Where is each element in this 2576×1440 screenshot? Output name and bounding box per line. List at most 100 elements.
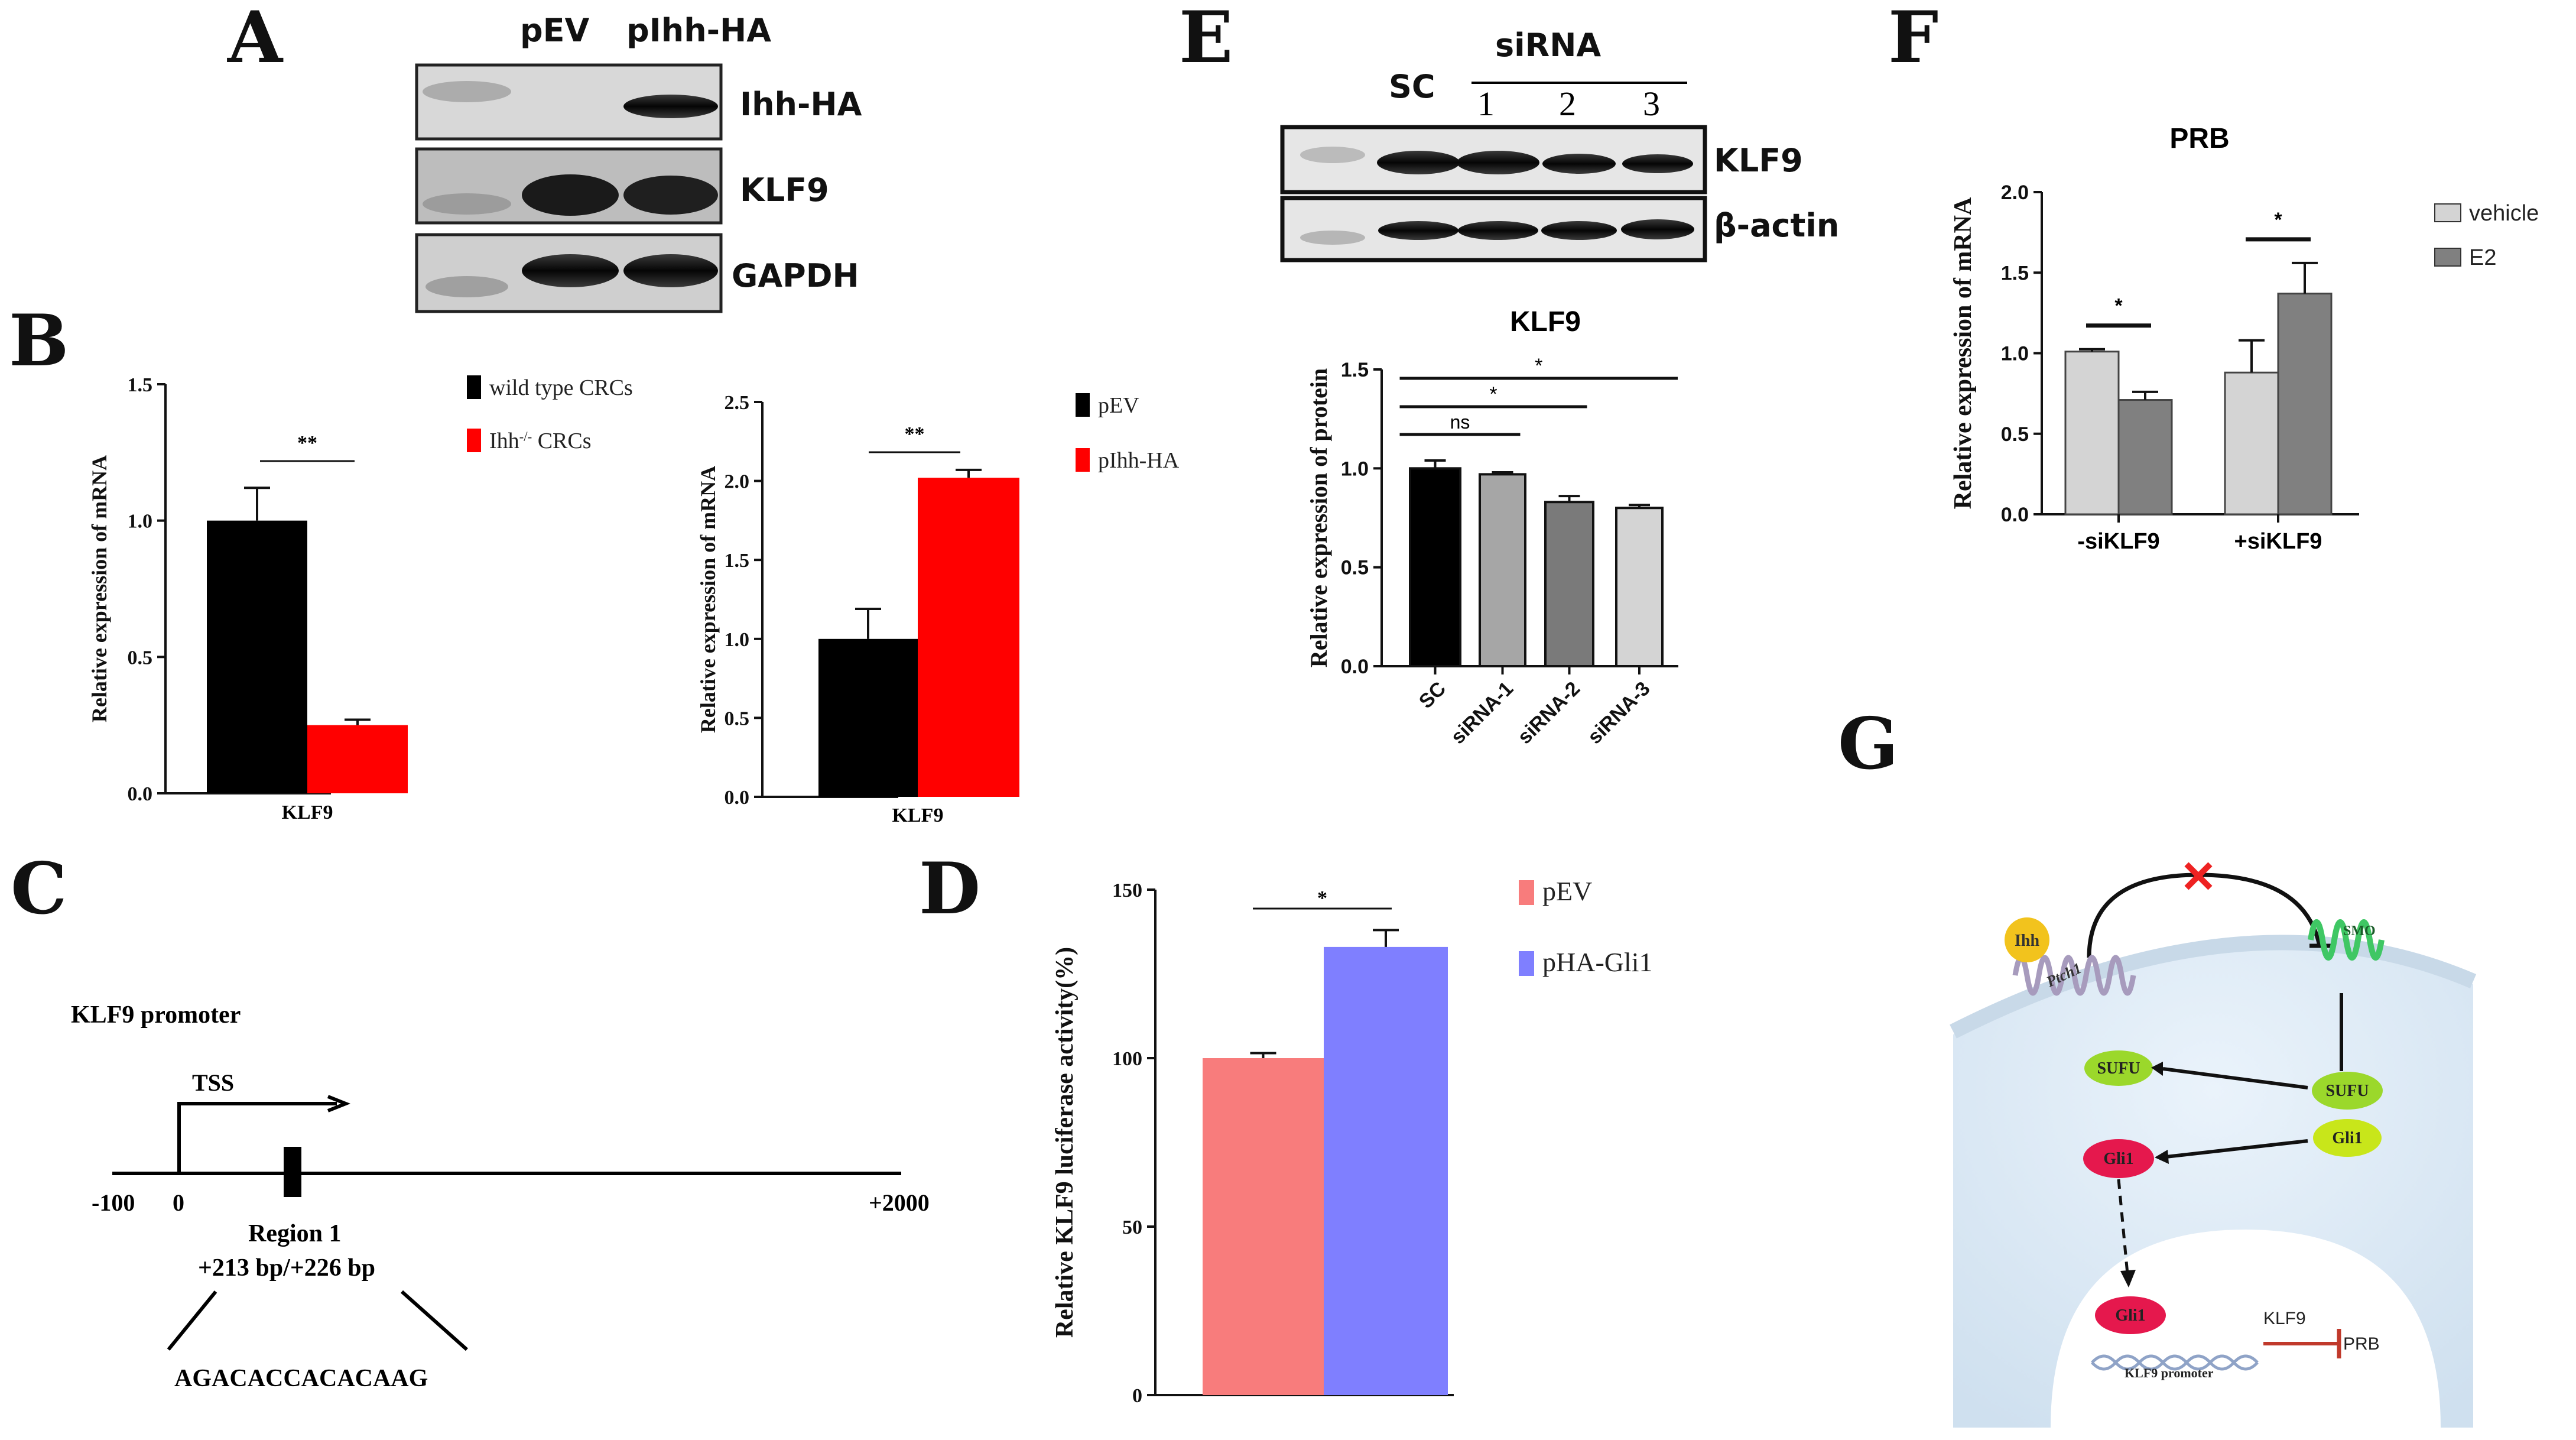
y-tick-label: 2.5: [725, 392, 750, 414]
bar: [1324, 946, 1448, 1395]
significance-label: **: [905, 423, 925, 445]
legend-swatch: [1519, 880, 1534, 905]
legend-swatch: [467, 375, 481, 399]
x-tick-label: +siKLF9: [2234, 529, 2322, 554]
region-range: +213 bp/+226 bp: [198, 1254, 375, 1282]
legend-swatch: [1519, 951, 1534, 976]
bar: [2064, 351, 2120, 515]
chart-title: PRB: [2169, 123, 2229, 154]
legend-swatch: [467, 429, 481, 452]
y-tick-label: 0.5: [1341, 557, 1369, 579]
nucleus: [2051, 1230, 2441, 1428]
y-tick-label: 0.5: [2001, 423, 2029, 446]
y-tick-label: 0: [1132, 1385, 1142, 1407]
sufu-gli1-complex: SUFU Gli1: [2312, 1072, 2383, 1157]
svg-text:Gli1: Gli1: [2332, 1129, 2362, 1147]
x-category-label: KLF9: [892, 805, 944, 826]
bar: [918, 478, 1019, 797]
panel-letter-g: G: [1838, 702, 1898, 786]
band-label-klf9: KLF9: [740, 171, 829, 209]
lane-group-sirna: siRNA: [1495, 27, 1601, 64]
bar: [307, 725, 408, 793]
klf9-promoter-label: KLF9 promoter: [2125, 1366, 2214, 1380]
y-tick-label: 0.5: [725, 708, 750, 729]
y-tick-label: 2.0: [725, 471, 750, 493]
y-tick-label: 1.0: [725, 629, 750, 651]
lane-label-pihh-ha: pIhh-HA: [626, 12, 771, 49]
y-tick-label: 2.0: [2001, 181, 2029, 204]
legend-label: pHA-Gli1: [1542, 947, 1653, 977]
y-tick-label: 0.0: [2001, 504, 2029, 526]
y-axis-title: Relative expression of protein: [1305, 368, 1332, 667]
lane-label-pev: pEV: [520, 12, 590, 49]
x-category-label: KLF9: [282, 802, 333, 823]
bar: [207, 520, 307, 793]
bar: [818, 638, 918, 797]
legend-swatch: [2434, 203, 2461, 222]
smo-receptor: SMO: [2308, 919, 2385, 961]
svg-text:Ihh: Ihh: [2015, 932, 2039, 950]
gli1-nucleus: Gli1: [2095, 1296, 2166, 1334]
y-axis-title: Relative expression of mRNA: [1950, 197, 1977, 509]
x-tick-label: SC: [1415, 677, 1450, 713]
lane-label-2: 2: [1559, 85, 1576, 123]
bar: [2277, 293, 2333, 515]
bar: [1203, 1058, 1324, 1395]
band-label-beta-actin: β-actin: [1714, 207, 1839, 244]
western-blot-a: pEV pIhh-HA Ihh-HA KLF9 GAPDH: [415, 12, 862, 313]
y-tick-label: 1.5: [725, 550, 750, 572]
significance-label: *: [2274, 209, 2282, 231]
chart-e: KLF9 0.0 0.5 1.0 1.5 Relative expression of p…: [1305, 306, 1678, 748]
x-tick-label: siRNA-1: [1447, 677, 1518, 748]
y-tick-label: 0.5: [128, 647, 153, 669]
panel-letter-f: F: [1888, 0, 1938, 79]
panel-letter-b: B: [9, 299, 69, 382]
pos-end: +2000: [869, 1189, 930, 1216]
legend-swatch: [1076, 448, 1090, 472]
region-1-box: [284, 1147, 301, 1197]
panel-letter-d: D: [919, 847, 980, 930]
gli1-free: Gli1: [2083, 1139, 2154, 1178]
chart-b-left: 0.0 0.5 1.0 1.5 Relative expression of mRNA *…: [87, 374, 633, 823]
chart-b-right: 0.0 0.5 1.0 1.5 2.0 2.5 Relative expression of…: [696, 392, 1180, 826]
y-axis-title: Relative expression of mRNA: [87, 455, 111, 722]
legend-label: pEV: [1098, 393, 1139, 418]
region-label: Region 1: [248, 1220, 342, 1247]
svg-text:Gli1: Gli1: [2115, 1306, 2145, 1325]
y-tick-label: 50: [1122, 1217, 1142, 1238]
comparison-label: *: [1489, 383, 1497, 406]
svg-text:SUFU: SUFU: [2325, 1082, 2369, 1100]
y-axis-title: Relative expression of mRNA: [696, 466, 720, 733]
tss-label: TSS: [192, 1069, 234, 1096]
y-axis-title: Relative KLF9 luciferase activity(%): [1051, 947, 1079, 1338]
blocked-x-icon: [2184, 862, 2213, 890]
chart-title: KLF9: [1510, 306, 1581, 338]
bar: [1615, 507, 1664, 667]
y-tick-label: 0.0: [1341, 656, 1369, 678]
promoter-title: KLF9 promoter: [71, 1001, 241, 1029]
legend-swatch: [1076, 393, 1090, 417]
ihh-ligand: Ihh: [2005, 917, 2049, 962]
y-tick-label: 1.0: [2001, 343, 2029, 365]
lane-label-1: 1: [1477, 85, 1495, 123]
bar: [1544, 501, 1594, 668]
y-tick-label: 1.0: [1341, 458, 1369, 480]
legend-label: E2: [2469, 245, 2496, 270]
band-label-ihh-ha: Ihh-HA: [740, 86, 862, 123]
y-tick-label: 0.0: [725, 787, 750, 809]
y-tick-label: 1.5: [2001, 262, 2029, 284]
lane-label-sc: SC: [1389, 68, 1435, 105]
svg-text:SUFU: SUFU: [2097, 1059, 2140, 1078]
legend-swatch: [2434, 248, 2461, 267]
band-label-gapdh: GAPDH: [732, 257, 859, 294]
bar: [1409, 467, 1461, 667]
chart-f: PRB 0.0 0.5 1.0 1.5 2.0 Relative expression of…: [1950, 123, 2539, 554]
legend-label: wild type CRCs: [489, 375, 633, 400]
y-tick-label: 150: [1112, 880, 1142, 901]
x-tick-label: siRNA-3: [1583, 677, 1654, 748]
bar: [1479, 473, 1526, 668]
panel-letter-c: C: [11, 847, 67, 930]
y-tick-label: 1.0: [128, 511, 153, 533]
legend-label: Ihh-/- CRCs: [489, 429, 592, 453]
